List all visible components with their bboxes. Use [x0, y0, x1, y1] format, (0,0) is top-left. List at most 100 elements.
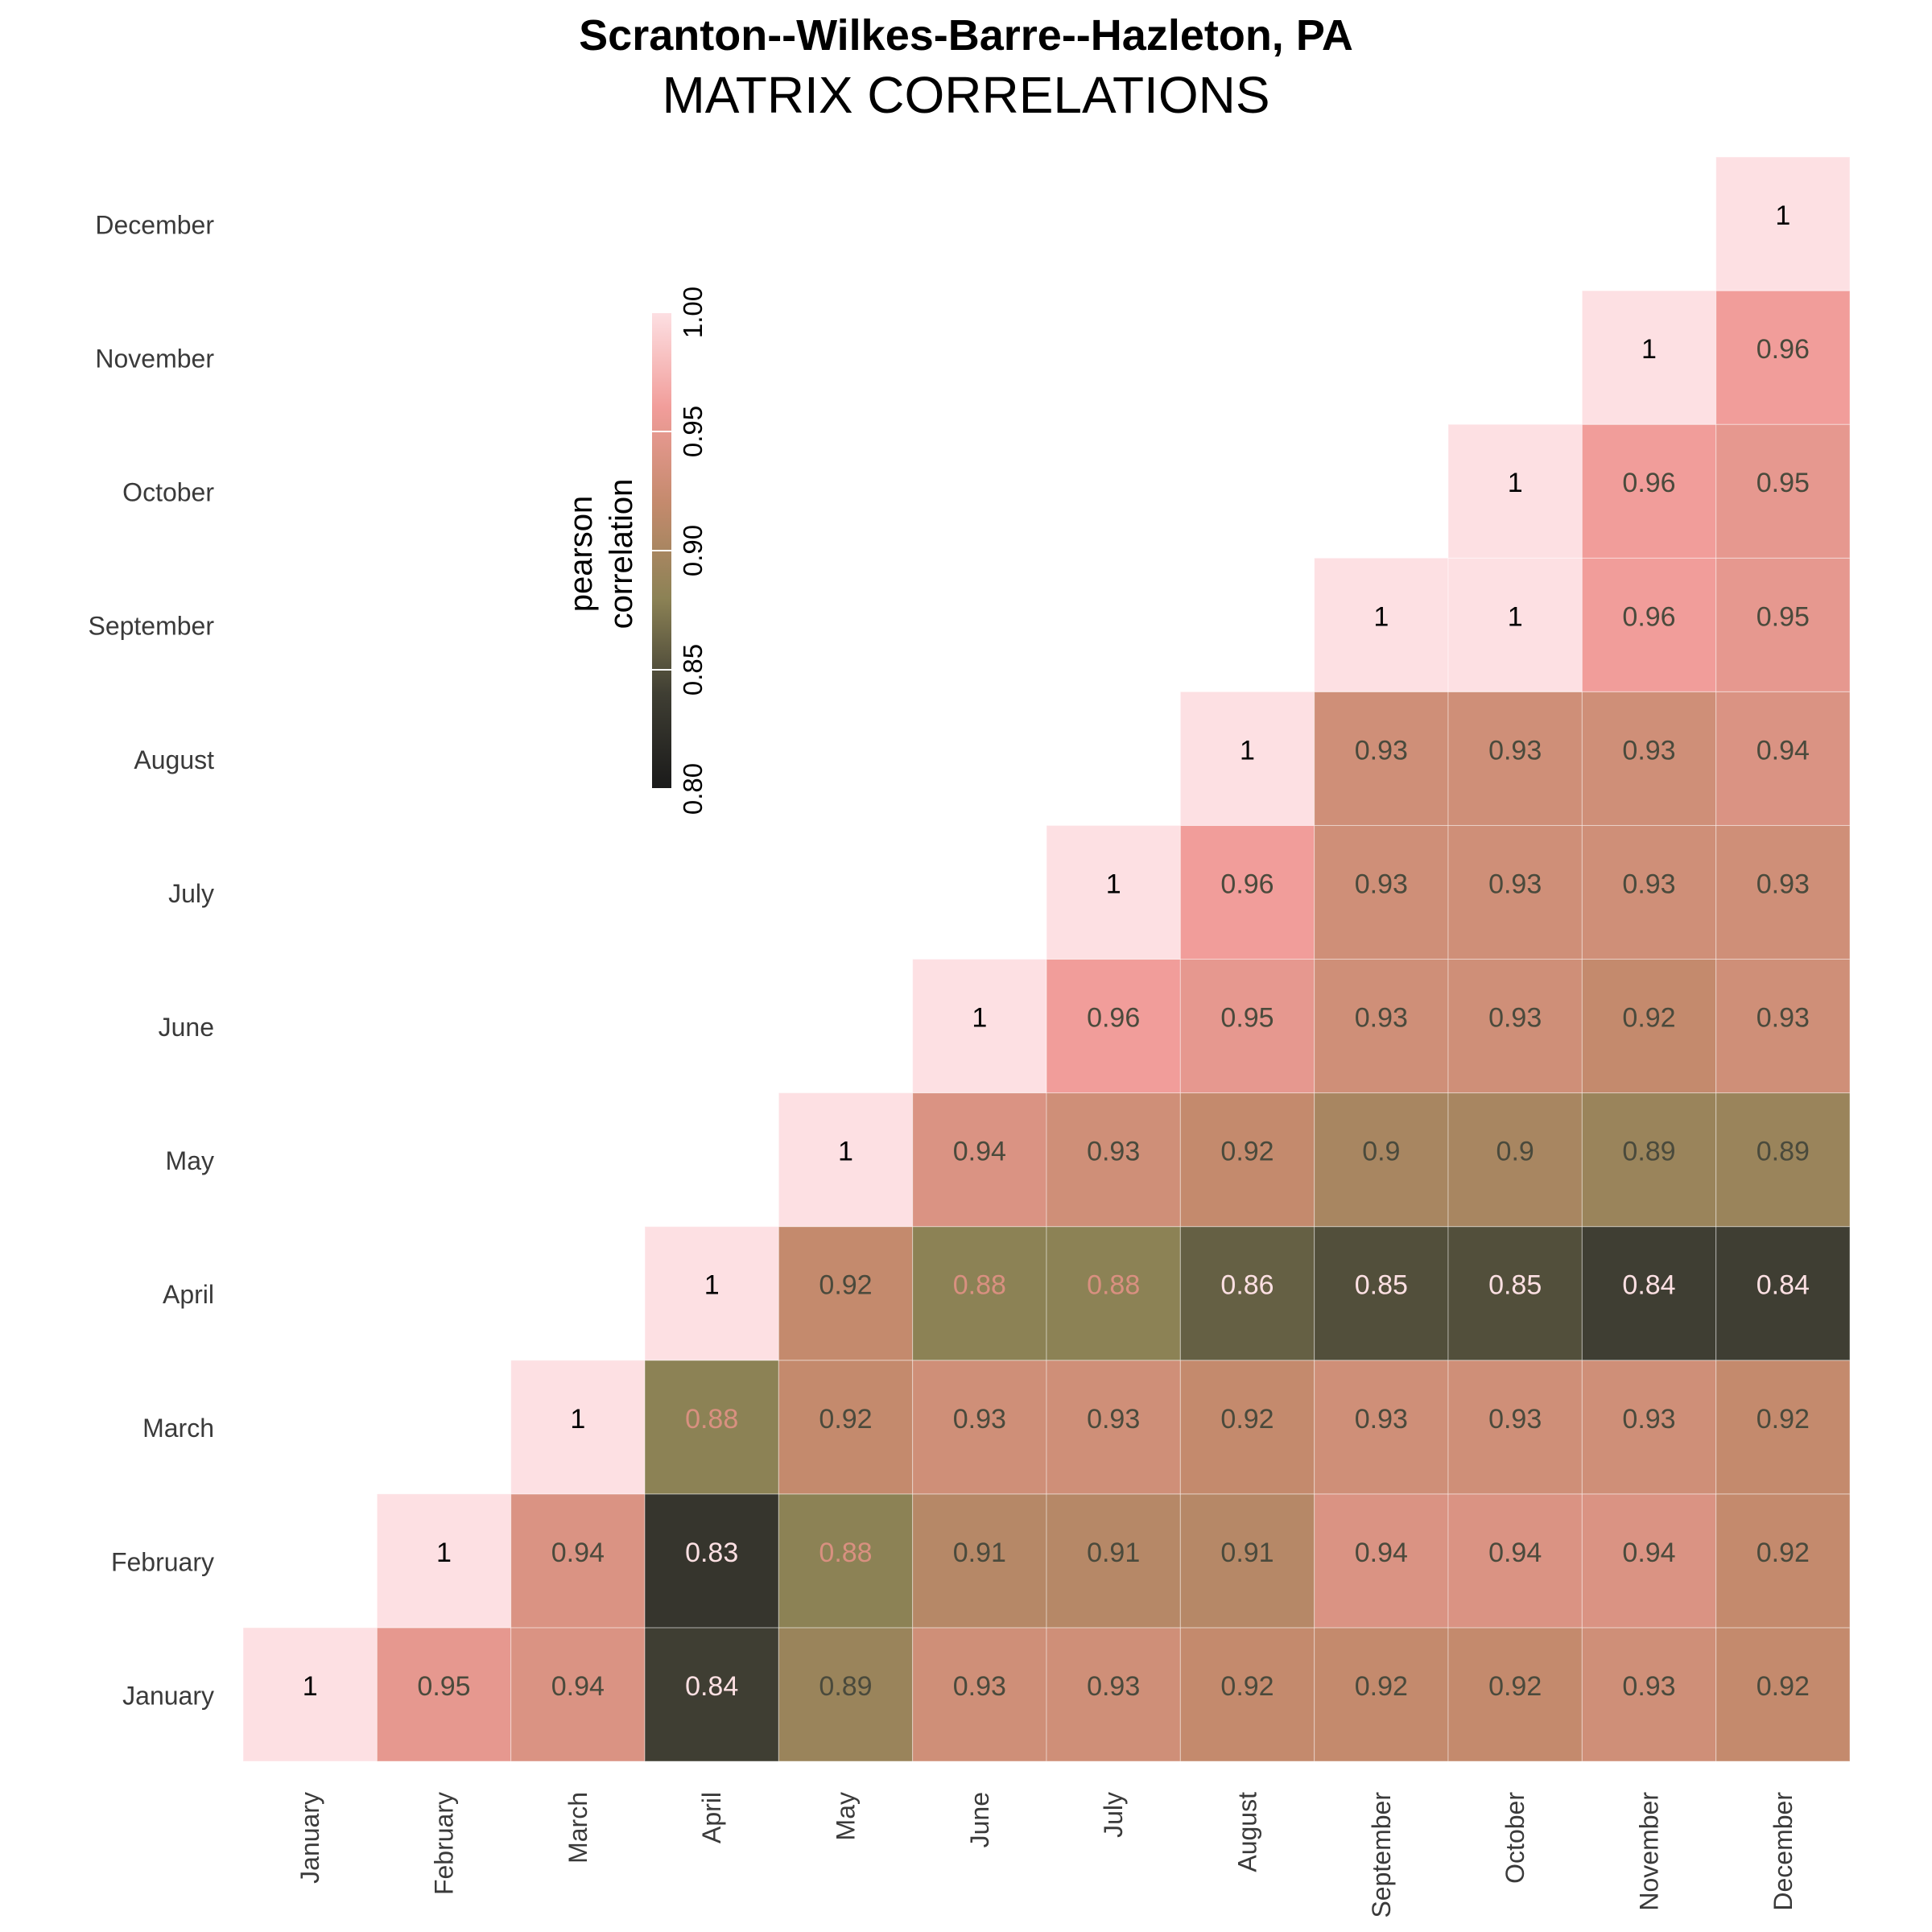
heatmap-cell-october-october: [1447, 423, 1583, 559]
x-tick-label: May: [832, 1792, 861, 1840]
cell-value-label: 1: [1240, 735, 1255, 766]
cell-value-label: 0.93: [1622, 1671, 1675, 1702]
heatmap-cell-january-january: [242, 1627, 378, 1762]
cell-value-label: 1: [1106, 869, 1121, 899]
cell-value-label: 0.93: [1087, 1137, 1140, 1167]
heatmap-cell-march-may: [778, 1360, 914, 1495]
cell-value-label: 1: [570, 1404, 585, 1435]
cell-value-label: 1: [838, 1137, 853, 1167]
heatmap-cell-may-october: [1447, 1092, 1583, 1228]
heatmap-cell-june-september: [1314, 959, 1449, 1094]
cell-value-label: 0.92: [1220, 1137, 1274, 1167]
heatmap-cell-july-august: [1179, 824, 1315, 960]
heatmap-cell-january-july: [1046, 1627, 1181, 1762]
heatmap-cell-july-september: [1314, 824, 1449, 960]
heatmap-cell-march-august: [1179, 1360, 1315, 1495]
x-tick-label: September: [1367, 1792, 1396, 1918]
heatmap-cell-june-december: [1715, 959, 1851, 1094]
cell-value-label: 1: [972, 1003, 987, 1034]
heatmap-cell-july-july: [1046, 824, 1181, 960]
x-axis-tick-labels: January February March April May June July Augu…: [295, 1792, 1798, 1918]
heatmap-cell-march-april: [644, 1360, 779, 1495]
heatmap-cell-september-december: [1715, 557, 1851, 692]
x-tick-label: August: [1233, 1792, 1262, 1872]
heatmap-cell-april-december: [1715, 1226, 1851, 1361]
heatmap-cell-july-october: [1447, 824, 1583, 960]
cell-value-label: 0.93: [1488, 735, 1542, 766]
heatmap-cell-labels: 1 0.95 0.94 0.84 0.89 0.93 0.93 0.92 0.92 0.92 0.9…: [303, 200, 1810, 1702]
chart-subtitle: MATRIX CORRELATIONS: [662, 66, 1269, 124]
heatmap-cell-may-december: [1715, 1092, 1851, 1228]
cell-value-label: 0.93: [1355, 1404, 1408, 1435]
legend-tick-label: 0.80: [678, 763, 708, 815]
cell-value-label: 0.93: [1355, 1003, 1408, 1034]
cell-value-label: 0.89: [819, 1671, 872, 1702]
heatmap-cell-june-october: [1447, 959, 1583, 1094]
cell-value-label: 0.92: [1757, 1671, 1810, 1702]
heatmap-cell-may-june: [912, 1092, 1047, 1228]
cell-value-label: 0.85: [1488, 1270, 1542, 1301]
legend-title-line1: pearson: [564, 496, 599, 613]
y-tick-label: December: [95, 210, 214, 239]
cell-value-label: 0.95: [1757, 601, 1810, 632]
cell-value-label: 0.93: [1488, 1404, 1542, 1435]
cell-value-label: 0.94: [953, 1137, 1006, 1167]
cell-value-label: 0.93: [1087, 1671, 1140, 1702]
cell-value-label: 0.95: [1757, 468, 1810, 498]
cell-value-label: 0.84: [1622, 1270, 1675, 1301]
legend-title-line2: correlation: [604, 479, 639, 630]
legend-tick-label: 0.85: [678, 644, 708, 696]
heatmap-cell-january-february: [376, 1627, 512, 1762]
heatmap-cell-march-october: [1447, 1360, 1583, 1495]
x-tick-label: March: [564, 1792, 592, 1864]
heatmap-cell-november-november: [1581, 290, 1717, 425]
cell-value-label: 0.86: [1220, 1270, 1274, 1301]
heatmap-cell-april-september: [1314, 1226, 1449, 1361]
y-axis-tick-labels: January February March April May June July Augu…: [88, 210, 214, 1710]
cell-value-label: 0.96: [1622, 468, 1675, 498]
cell-value-label: 1: [704, 1270, 720, 1301]
heatmap-cell-september-october: [1447, 557, 1583, 692]
cell-value-label: 0.93: [1355, 735, 1408, 766]
cell-value-label: 1: [1775, 200, 1790, 231]
heatmap-cell-march-july: [1046, 1360, 1181, 1495]
x-tick-label: June: [965, 1792, 994, 1847]
heatmap-cell-january-december: [1715, 1627, 1851, 1762]
cell-value-label: 0.84: [685, 1671, 738, 1702]
heatmap-cell-april-july: [1046, 1226, 1181, 1361]
heatmap-cell-september-september: [1314, 557, 1449, 692]
y-tick-label: November: [95, 345, 214, 374]
cell-value-label: 0.94: [1757, 735, 1810, 766]
y-tick-label: May: [166, 1146, 214, 1175]
y-tick-label: June: [159, 1013, 214, 1042]
cell-value-label: 0.92: [1622, 1003, 1675, 1034]
heatmap-cell-february-august: [1179, 1493, 1315, 1629]
x-tick-label: July: [1099, 1792, 1128, 1838]
heatmap-cell-april-august: [1179, 1226, 1315, 1361]
cell-value-label: 0.96: [1622, 601, 1675, 632]
cell-value-label: 0.94: [1355, 1538, 1408, 1568]
heatmap-cell-february-july: [1046, 1493, 1181, 1629]
heatmap-cell-november-december: [1715, 290, 1851, 425]
heatmap-cell-june-november: [1581, 959, 1717, 1094]
color-legend: 0.80 0.85 0.90 0.95 1.00 pearson correlation: [564, 287, 708, 815]
heatmap-cell-april-october: [1447, 1226, 1583, 1361]
y-tick-label: April: [163, 1280, 214, 1309]
heatmap-cell-july-december: [1715, 824, 1851, 960]
cell-value-label: 0.93: [1488, 869, 1542, 899]
heatmap-cell-march-december: [1715, 1360, 1851, 1495]
cell-value-label: 0.93: [1622, 869, 1675, 899]
cell-value-label: 1: [303, 1671, 318, 1702]
heatmap-cell-january-september: [1314, 1627, 1449, 1762]
heatmap-cell-may-may: [778, 1092, 914, 1228]
cell-value-label: 0.93: [1757, 869, 1810, 899]
heatmap-cell-may-september: [1314, 1092, 1449, 1228]
cell-value-label: 0.92: [1220, 1671, 1274, 1702]
cell-value-label: 0.9: [1496, 1137, 1534, 1167]
x-tick-label: November: [1635, 1792, 1664, 1911]
x-tick-label: December: [1769, 1792, 1798, 1911]
cell-value-label: 1: [1508, 468, 1523, 498]
cell-value-label: 0.85: [1355, 1270, 1408, 1301]
cell-value-label: 0.92: [1355, 1671, 1408, 1702]
heatmap-cell-may-july: [1046, 1092, 1181, 1228]
